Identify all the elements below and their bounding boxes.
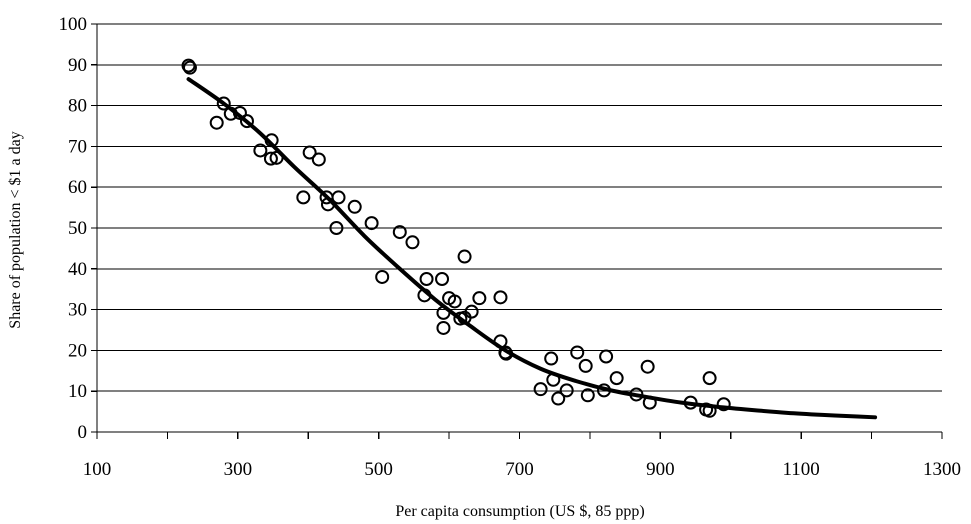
- data-point: [578, 358, 593, 373]
- x-tick-label: 500: [364, 459, 393, 480]
- data-point: [580, 388, 595, 403]
- data-point: [493, 334, 508, 349]
- data-point: [436, 305, 451, 320]
- data-point: [320, 197, 335, 212]
- x-tick-label: 100: [83, 459, 112, 480]
- data-point: [329, 221, 344, 235]
- y-tick-label: 30: [68, 300, 87, 321]
- x-tick-labels: 100 300 500 700 900 1100 1300: [83, 459, 961, 480]
- y-tick-labels: 0 10 20 30 40 50 60 70 80 90 100: [59, 14, 88, 443]
- data-point: [263, 151, 278, 166]
- data-point: [364, 216, 379, 231]
- data-point: [599, 349, 614, 364]
- x-axis-title: Per capita consumption (US $, 85 ppp): [395, 503, 644, 520]
- x-tick-label: 1100: [783, 459, 820, 480]
- data-point: [182, 60, 197, 75]
- data-point: [435, 272, 450, 286]
- data-point: [629, 387, 644, 402]
- y-tick-label: 80: [68, 96, 87, 117]
- data-point: [375, 269, 390, 284]
- fit-curve-layer: [186, 77, 878, 420]
- data-point: [296, 190, 311, 205]
- data-point: [302, 145, 317, 160]
- y-tick-label: 20: [68, 340, 87, 361]
- data-point: [597, 383, 611, 398]
- data-point: [347, 199, 362, 214]
- data-point: [417, 288, 432, 303]
- gridlines: [97, 23, 942, 392]
- data-point: [493, 290, 508, 305]
- data-point: [642, 395, 657, 410]
- data-point: [546, 372, 561, 387]
- data-point: [702, 403, 717, 418]
- y-tick-label: 100: [59, 14, 88, 35]
- data-point: [544, 351, 559, 366]
- data-point: [216, 96, 231, 111]
- data-point: [239, 114, 254, 129]
- data-point: [457, 249, 472, 264]
- fit-curve: [186, 77, 878, 420]
- y-tick-label: 50: [68, 218, 87, 239]
- y-tick-label: 0: [78, 422, 88, 443]
- data-point: [499, 346, 514, 361]
- y-tick-label: 60: [68, 177, 87, 198]
- y-tick-label: 10: [68, 381, 87, 402]
- data-point: [551, 391, 566, 406]
- data-point: [223, 106, 238, 121]
- data-point: [436, 320, 451, 335]
- data-point: [232, 105, 247, 120]
- data-point: [269, 150, 284, 165]
- data-point: [702, 371, 717, 386]
- data-point: [570, 345, 585, 360]
- data-point: [472, 291, 487, 306]
- data-point: [447, 294, 462, 309]
- data-point: [311, 152, 326, 167]
- data-point: [464, 304, 479, 319]
- y-axis-title: Share of population < $1 a day: [7, 131, 24, 328]
- data-point: [331, 190, 346, 205]
- data-point: [264, 133, 279, 148]
- data-point: [405, 235, 420, 250]
- y-tick-label: 40: [68, 259, 87, 280]
- data-points: [181, 58, 731, 418]
- data-point: [640, 359, 655, 374]
- data-point: [533, 382, 548, 397]
- data-point: [392, 225, 407, 240]
- data-point: [209, 115, 224, 130]
- y-tick-label: 90: [68, 55, 87, 76]
- data-point: [609, 371, 624, 386]
- x-tick-label: 700: [505, 459, 534, 480]
- x-tick-label: 1300: [923, 459, 961, 480]
- axes: [91, 23, 943, 439]
- data-point: [253, 143, 268, 158]
- y-tick-label: 70: [68, 136, 87, 157]
- x-tick-label: 900: [646, 459, 675, 480]
- x-tick-label: 300: [224, 459, 253, 480]
- data-point: [716, 397, 731, 412]
- data-point: [559, 383, 574, 398]
- data-point: [683, 395, 698, 410]
- data-point: [419, 272, 434, 286]
